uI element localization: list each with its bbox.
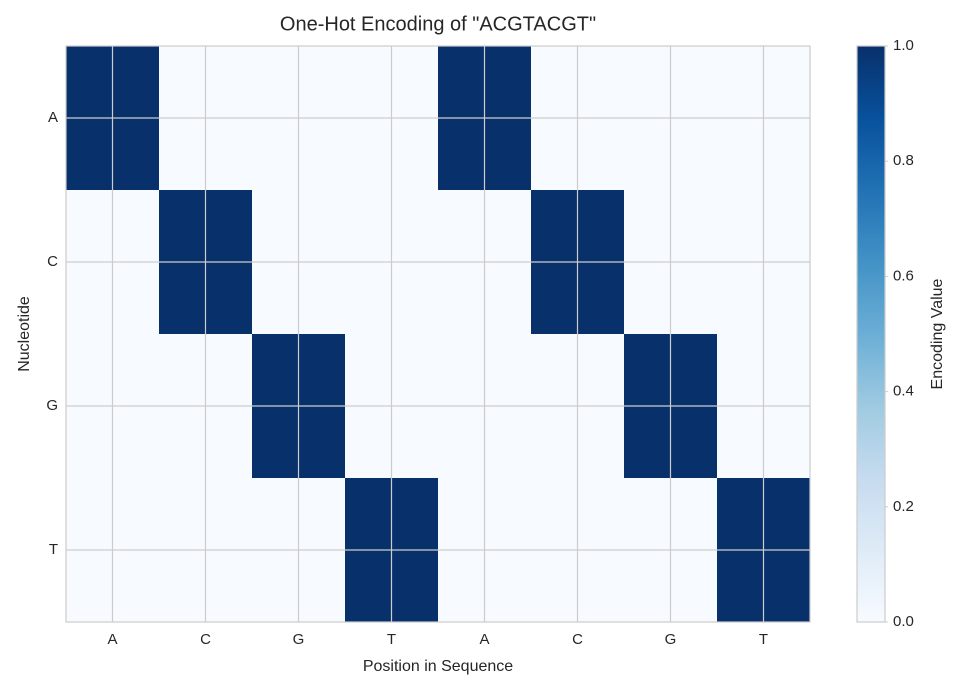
- x-tick-label: G: [665, 631, 677, 648]
- x-tick-label: C: [572, 631, 583, 648]
- colorbar: [856, 45, 886, 623]
- colorbar-tick-label: 0.0: [893, 613, 914, 630]
- chart-title: One-Hot Encoding of "ACGTACGT": [280, 13, 596, 35]
- colorbar-tick-label: 0.4: [893, 383, 914, 400]
- x-tick-label: T: [387, 631, 396, 648]
- x-tick-label: A: [479, 631, 489, 648]
- colorbar-label: Encoding Value: [929, 278, 946, 389]
- y-tick-label: A: [48, 109, 58, 126]
- y-axis-label: Nucleotide: [16, 296, 33, 372]
- x-axis-label: Position in Sequence: [363, 658, 513, 675]
- x-tick-label: T: [759, 631, 768, 648]
- y-tick-label: T: [49, 541, 58, 558]
- colorbar-tick-label: 0.8: [893, 152, 914, 169]
- x-tick-label: G: [293, 631, 305, 648]
- x-tick-label: A: [107, 631, 117, 648]
- colorbar-tick-label: 1.0: [893, 37, 914, 54]
- y-tick-label: C: [47, 253, 58, 270]
- x-tick-label: C: [200, 631, 211, 648]
- colorbar-tick-label: 0.2: [893, 498, 914, 515]
- y-tick-label: G: [46, 397, 58, 414]
- plot-frame: [65, 45, 811, 623]
- colorbar-tick-label: 0.6: [893, 267, 914, 284]
